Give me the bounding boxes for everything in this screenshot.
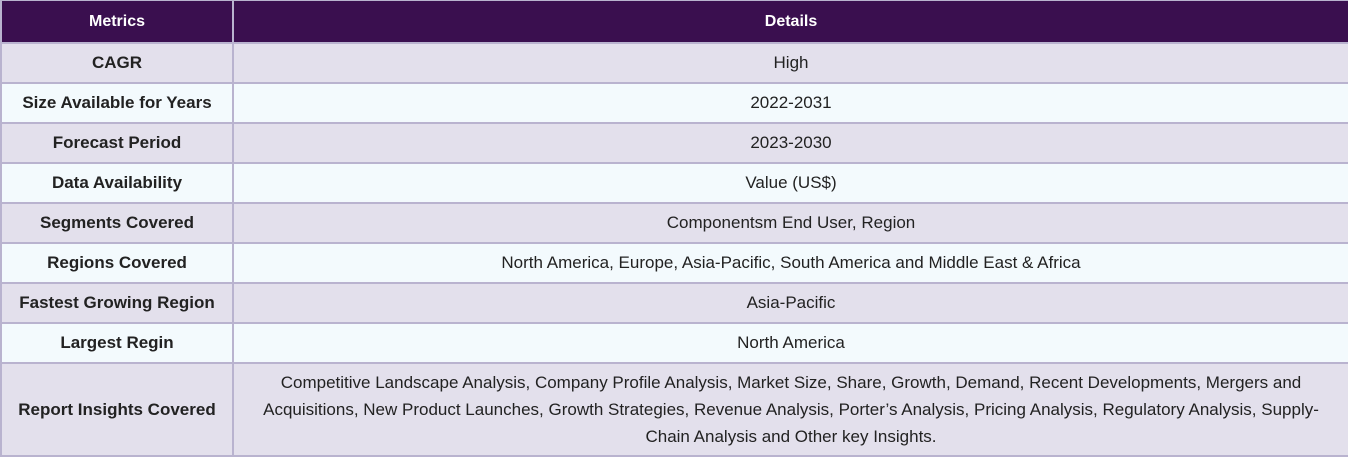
table-row: Fastest Growing Region Asia-Pacific — [0, 282, 1348, 324]
header-details: Details — [232, 0, 1348, 44]
metric-cell: Largest Regin — [0, 322, 234, 364]
detail-cell: 2022-2031 — [232, 82, 1348, 124]
detail-cell: Value (US$) — [232, 162, 1348, 204]
detail-cell: North America — [232, 322, 1348, 364]
detail-cell: Componentsm End User, Region — [232, 202, 1348, 244]
table-row: CAGR High — [0, 42, 1348, 84]
metric-cell: Fastest Growing Region — [0, 282, 234, 324]
detail-cell: Asia-Pacific — [232, 282, 1348, 324]
table-row: Forecast Period 2023-2030 — [0, 122, 1348, 164]
header-metrics: Metrics — [0, 0, 234, 44]
detail-cell: 2023-2030 — [232, 122, 1348, 164]
detail-cell: North America, Europe, Asia-Pacific, Sou… — [232, 242, 1348, 284]
table-header-row: Metrics Details — [0, 0, 1348, 44]
table-row: Data Availability Value (US$) — [0, 162, 1348, 204]
metric-cell: Regions Covered — [0, 242, 234, 284]
metric-cell: Size Available for Years — [0, 82, 234, 124]
table-row: Largest Regin North America — [0, 322, 1348, 364]
metric-cell: Data Availability — [0, 162, 234, 204]
detail-cell: Competitive Landscape Analysis, Company … — [232, 362, 1348, 457]
metric-cell: Segments Covered — [0, 202, 234, 244]
detail-cell: High — [232, 42, 1348, 84]
metric-cell: CAGR — [0, 42, 234, 84]
table-row: Regions Covered North America, Europe, A… — [0, 242, 1348, 284]
metric-cell: Report Insights Covered — [0, 362, 234, 457]
table-row: Segments Covered Componentsm End User, R… — [0, 202, 1348, 244]
metric-cell: Forecast Period — [0, 122, 234, 164]
table-row: Report Insights Covered Competitive Land… — [0, 362, 1348, 457]
table-row: Size Available for Years 2022-2031 — [0, 82, 1348, 124]
